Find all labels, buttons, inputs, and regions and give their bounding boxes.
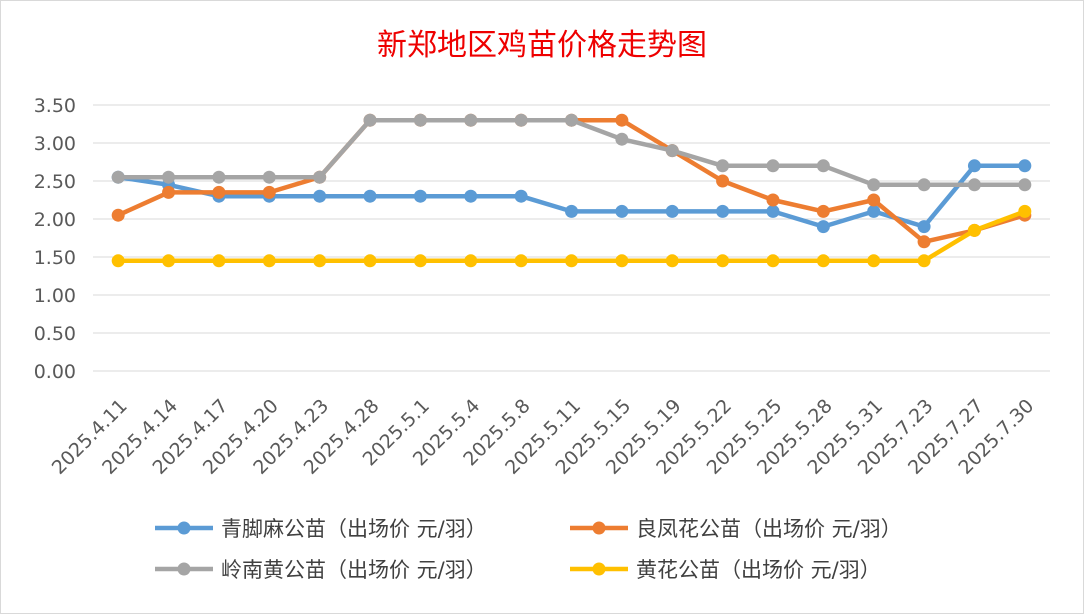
legend-label: 黄花公苗（出场价 元/羽）: [636, 558, 881, 582]
data-point: [162, 185, 176, 199]
data-point: [111, 254, 125, 268]
data-point: [514, 254, 528, 268]
gridlines: [93, 104, 1050, 372]
y-tick-label: 3.00: [34, 133, 76, 155]
legend-swatch-marker: [177, 562, 191, 576]
data-point: [816, 159, 830, 173]
legend-item: 岭南黄公苗（出场价 元/羽）: [155, 558, 487, 582]
data-point: [262, 170, 276, 184]
data-point: [665, 254, 679, 268]
y-tick-label: 2.00: [34, 209, 76, 231]
legend: 青脚麻公苗（出场价 元/羽） 良凤花公苗（出场价 元/羽） 岭南黄公苗（出场价 元/…: [155, 517, 902, 582]
y-tick-label: 0.50: [34, 323, 76, 345]
data-point: [816, 254, 830, 268]
data-point: [262, 254, 276, 268]
legend-swatch-marker: [592, 521, 606, 535]
data-point: [363, 254, 377, 268]
data-point: [363, 189, 377, 203]
data-point: [967, 178, 981, 192]
data-point: [111, 208, 125, 222]
data-point: [615, 204, 629, 218]
series-lines: [111, 113, 1032, 268]
legend-item: 黄花公苗（出场价 元/羽）: [570, 558, 881, 582]
data-point: [413, 113, 427, 127]
data-point: [413, 189, 427, 203]
data-point: [867, 254, 881, 268]
data-point: [1018, 178, 1032, 192]
data-point: [514, 113, 528, 127]
data-point: [766, 159, 780, 173]
data-point: [565, 204, 578, 218]
data-point: [766, 193, 780, 207]
data-point: [716, 174, 730, 188]
data-point: [565, 254, 578, 268]
data-point: [514, 189, 528, 203]
data-point: [967, 223, 981, 237]
data-point: [1018, 204, 1032, 218]
y-tick-label: 2.50: [34, 171, 76, 193]
series-4: [111, 204, 1032, 268]
data-point: [716, 159, 730, 173]
data-point: [716, 254, 730, 268]
data-point: [313, 170, 327, 184]
data-point: [212, 254, 226, 268]
data-point: [464, 189, 478, 203]
data-point: [212, 170, 226, 184]
data-point: [816, 204, 830, 218]
data-point: [162, 170, 176, 184]
legend-item: 青脚麻公苗（出场价 元/羽）: [155, 517, 487, 541]
legend-swatch-marker: [177, 521, 191, 535]
data-point: [162, 254, 176, 268]
legend-label: 良凤花公苗（出场价 元/羽）: [636, 517, 902, 541]
data-point: [464, 254, 478, 268]
data-point: [565, 113, 578, 127]
y-axis-ticks: 0.00 0.50 1.00 1.50 2.00 2.50 3.00 3.50: [34, 95, 76, 383]
data-point: [917, 178, 931, 192]
data-point: [766, 254, 780, 268]
data-point: [111, 170, 125, 184]
data-point: [262, 185, 276, 199]
series-3: [111, 113, 1032, 192]
y-tick-label: 0.00: [34, 361, 76, 383]
data-point: [867, 204, 881, 218]
data-point: [1018, 159, 1032, 173]
data-point: [867, 193, 881, 207]
data-point: [413, 254, 427, 268]
data-point: [665, 144, 679, 158]
data-point: [716, 204, 730, 218]
data-point: [766, 204, 780, 218]
data-point: [363, 113, 377, 127]
data-point: [665, 204, 679, 218]
legend-item: 良凤花公苗（出场价 元/羽）: [570, 517, 902, 541]
chart-title: 新郑地区鸡苗价格走势图: [377, 28, 707, 63]
data-point: [615, 132, 629, 146]
data-point: [615, 113, 629, 127]
data-point: [313, 254, 327, 268]
y-tick-label: 1.00: [34, 285, 76, 307]
data-point: [917, 254, 931, 268]
legend-swatch-marker: [592, 562, 606, 576]
data-point: [615, 254, 629, 268]
legend-label: 岭南黄公苗（出场价 元/羽）: [221, 558, 487, 582]
data-point: [464, 113, 478, 127]
y-tick-label: 3.50: [34, 95, 76, 117]
data-point: [917, 220, 931, 234]
data-point: [816, 220, 830, 234]
data-point: [313, 189, 327, 203]
data-point: [967, 159, 981, 173]
data-point: [212, 185, 226, 199]
data-point: [917, 235, 931, 249]
legend-label: 青脚麻公苗（出场价 元/羽）: [221, 517, 487, 541]
data-point: [867, 178, 881, 192]
y-tick-label: 1.50: [34, 247, 76, 269]
